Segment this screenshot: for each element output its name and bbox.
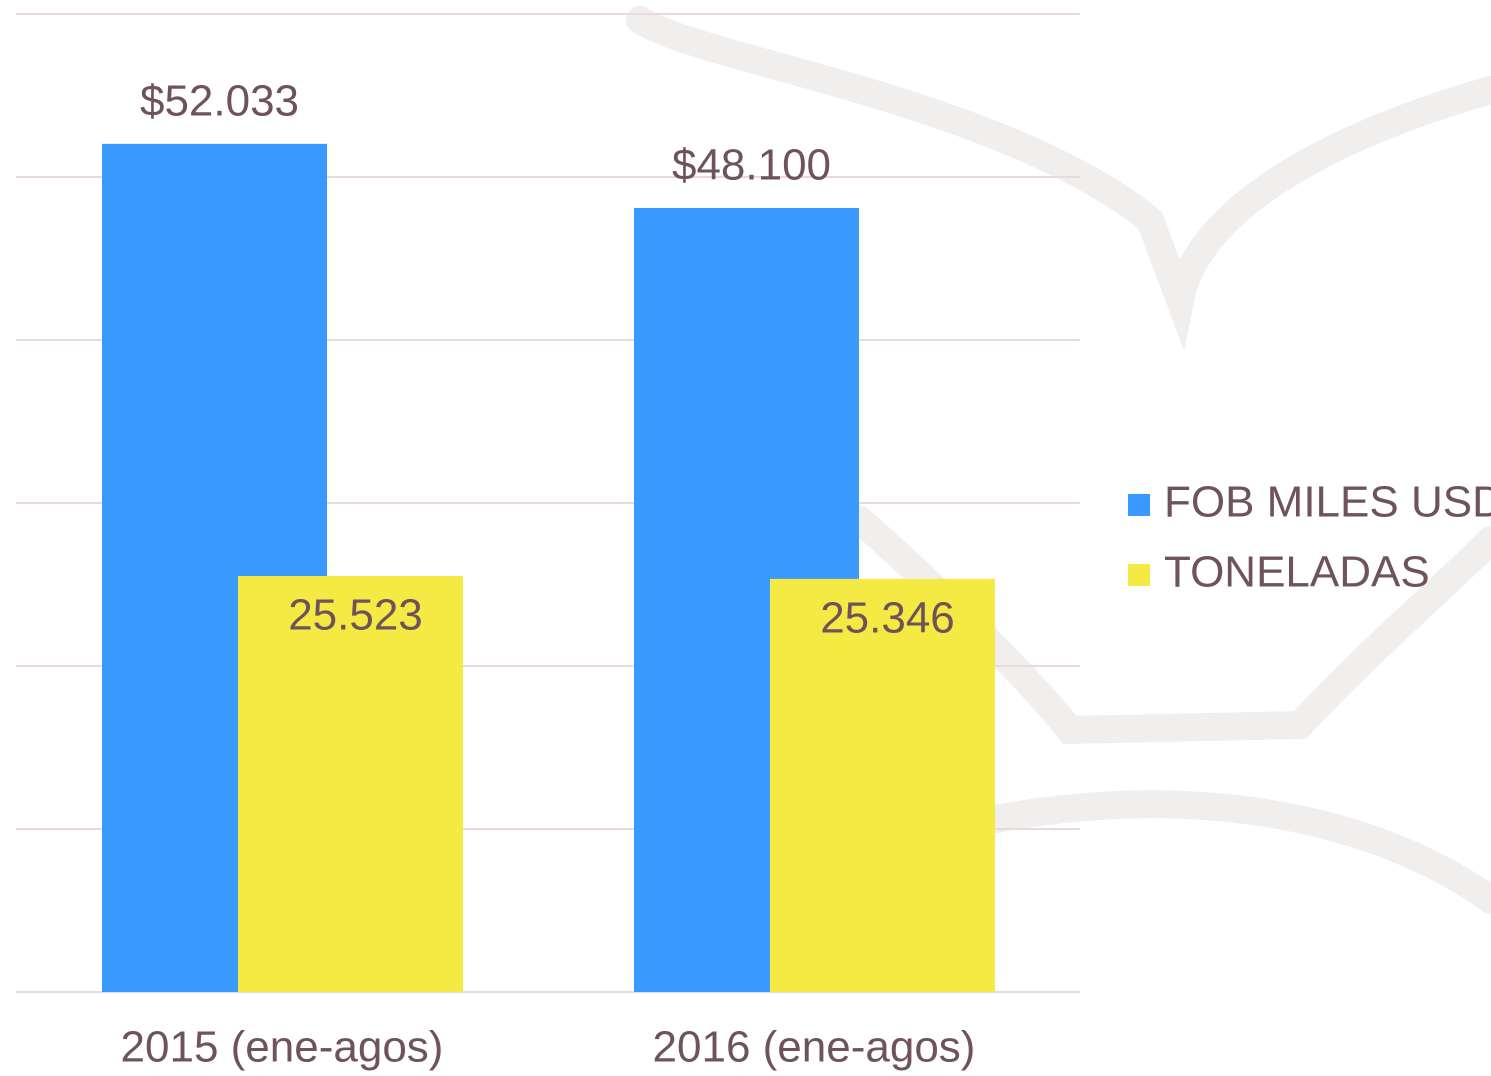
legend-label: FOB MILES USD — [1164, 478, 1491, 527]
value-label: $48.100 — [672, 141, 831, 190]
page: $52.033 25.523 2015 (ene-agos) $48.100 25.34… — [0, 0, 1491, 1076]
legend-swatch — [1128, 564, 1150, 586]
value-label: 25.346 — [820, 593, 955, 642]
x-tick-label: 2016 (ene-agos) — [653, 1023, 976, 1072]
watermark-stroke — [990, 804, 1491, 900]
value-label: 25.523 — [288, 591, 423, 640]
legend-label: TONELADAS — [1164, 548, 1430, 597]
chart: $52.033 25.523 2015 (ene-agos) $48.100 25.34… — [0, 0, 1491, 1076]
legend-swatch — [1128, 494, 1150, 516]
value-label: $52.033 — [140, 76, 299, 125]
x-tick-label: 2015 (ene-agos) — [121, 1023, 444, 1072]
